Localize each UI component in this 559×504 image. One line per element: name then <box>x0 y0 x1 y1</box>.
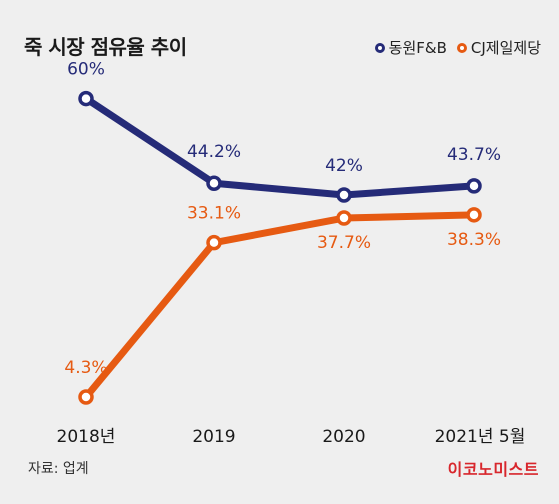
data-point-1-1 <box>206 234 222 251</box>
data-label-1-3: 38.3% <box>447 230 501 250</box>
x-tick-label-0: 2018년 <box>57 427 116 447</box>
data-label-1-2: 37.7% <box>317 233 371 253</box>
data-label-1-0: 4.3% <box>64 358 107 378</box>
legend-label-cj: CJ제일제당 <box>470 39 541 57</box>
series-line-0 <box>82 95 478 199</box>
data-label-0-3: 43.7% <box>447 145 501 165</box>
data-point-0-3 <box>466 178 482 194</box>
chart-title: 죽 시장 점유율 추이 <box>24 35 187 59</box>
publisher-logo: 이코노미스트 <box>447 460 539 479</box>
legend-item-cj: CJ제일제당 <box>456 37 541 58</box>
data-point-1-0 <box>78 389 94 405</box>
data-point-0-1 <box>206 175 222 191</box>
data-label-0-2: 42% <box>325 156 363 176</box>
x-tick-label-2: 2020 <box>322 427 365 447</box>
data-label-0-0: 60% <box>67 60 105 80</box>
series-line-1 <box>82 211 478 401</box>
data-point-0-0 <box>78 90 94 107</box>
x-tick-label-3: 2021년 5월 <box>435 427 526 447</box>
data-point-0-2 <box>336 187 352 203</box>
data-point-1-2 <box>336 210 352 226</box>
data-label-1-1: 33.1% <box>187 204 241 224</box>
x-tick-label-1: 2019 <box>192 427 235 447</box>
legend-label-dongwon: 동원F&B <box>388 39 447 57</box>
legend-item-dongwon: 동원F&B <box>374 37 447 58</box>
source-note: 자료: 업계 <box>28 461 89 477</box>
legend-marker-dongwon <box>374 42 385 53</box>
legend: 동원F&B CJ제일제당 <box>374 37 541 58</box>
legend-marker-cj <box>456 42 467 53</box>
data-point-1-3 <box>466 207 482 223</box>
data-label-0-1: 44.2% <box>187 142 241 162</box>
